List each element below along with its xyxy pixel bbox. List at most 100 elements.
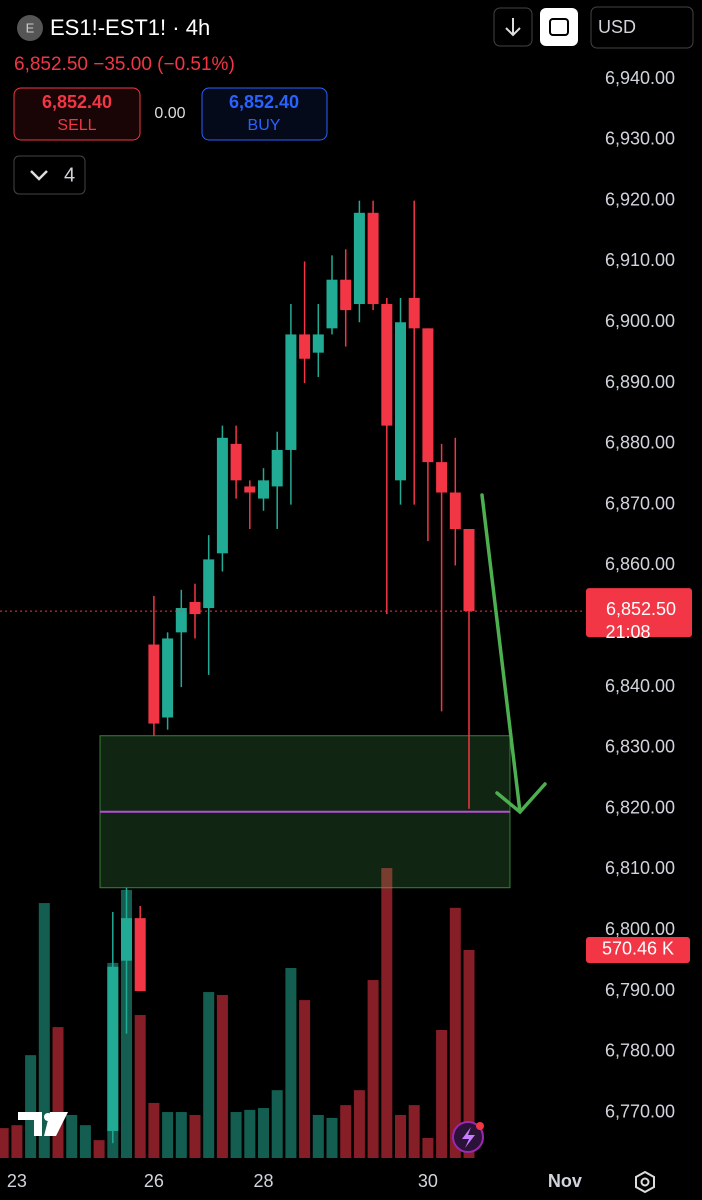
symbol-title: ES1!-EST1! · 4h xyxy=(50,15,210,40)
candle-body xyxy=(326,279,338,329)
countdown: 21:08 xyxy=(605,622,650,642)
x-tick-label: 28 xyxy=(253,1171,273,1191)
last-price-label: 6,852.50 xyxy=(606,599,676,619)
symbol-icon-letter: E xyxy=(26,20,35,35)
indicator-count: 4 xyxy=(64,164,75,186)
buy-button[interactable] xyxy=(201,87,328,141)
volume-bar xyxy=(203,992,215,1158)
volume-bar xyxy=(189,1114,201,1158)
y-tick-label: 6,820.00 xyxy=(605,797,675,817)
volume-bar xyxy=(66,1114,78,1158)
volume-bar xyxy=(395,1114,406,1158)
symbol-icon xyxy=(17,15,43,41)
download-icon xyxy=(505,18,521,37)
candle-body xyxy=(216,437,228,554)
y-tick-label: 6,880.00 xyxy=(605,433,675,453)
volume-bar xyxy=(175,1112,187,1158)
x-tick-label: 30 xyxy=(418,1171,438,1191)
logo-dot xyxy=(44,1113,52,1121)
volume-bar xyxy=(38,903,50,1158)
candle-body xyxy=(203,559,215,609)
volume-bar xyxy=(367,980,379,1158)
chevron xyxy=(30,170,48,181)
volume-bar xyxy=(463,949,475,1158)
y-tick-label: 6,830.00 xyxy=(605,737,675,757)
volume-bar xyxy=(148,1102,160,1158)
arrow xyxy=(480,493,547,815)
y-tick-label: 6,900.00 xyxy=(605,311,675,331)
candle-body xyxy=(436,462,448,493)
candle-body xyxy=(189,601,201,615)
volume-bar xyxy=(436,1029,448,1158)
volume-bar xyxy=(93,1140,105,1158)
volume-bar xyxy=(285,967,297,1158)
volume-bar xyxy=(299,1000,311,1158)
logo xyxy=(18,1112,68,1136)
plot: 6,940.00 6,930.00 6,920.00 6,910.00 6,900.00… xyxy=(0,68,692,1191)
volume-bar xyxy=(353,1090,365,1158)
volume-bar xyxy=(340,1105,352,1158)
candle-body xyxy=(258,480,269,499)
volume-bar xyxy=(381,868,393,1158)
y-tick-label: 6,800.00 xyxy=(605,919,675,939)
candle-body xyxy=(299,334,311,359)
quote: 6,852.50 −35.00 (−0.51%) xyxy=(14,54,235,75)
currency-button[interactable] xyxy=(590,6,694,49)
indicators-toggle[interactable] xyxy=(13,155,86,195)
candle-body xyxy=(353,212,365,305)
volume-bar xyxy=(162,1112,174,1158)
candle-body xyxy=(422,328,434,463)
volume-bar xyxy=(408,1105,420,1158)
candle-body xyxy=(175,608,187,633)
candle-body xyxy=(340,279,352,311)
y-tick-label: 6,840.00 xyxy=(605,676,675,696)
candle-body xyxy=(449,492,461,529)
volume-bar xyxy=(258,1108,269,1158)
candle-body xyxy=(367,212,379,305)
candle-body xyxy=(230,443,242,481)
y-tick-label: 6,930.00 xyxy=(605,129,675,149)
y-tick-label: 6,790.00 xyxy=(605,980,675,1000)
volume-bar xyxy=(134,1015,146,1158)
sell-label: SELL xyxy=(57,117,96,134)
candle-body xyxy=(463,528,475,612)
volume-bar xyxy=(11,1125,23,1158)
layout-icon xyxy=(549,18,569,36)
sell-button[interactable] xyxy=(13,87,141,141)
volume-bar xyxy=(449,907,461,1158)
candle-body xyxy=(408,297,420,329)
volume-bar xyxy=(230,1112,242,1158)
volume-bar xyxy=(0,1128,9,1158)
y-tick-label: 6,910.00 xyxy=(605,250,675,270)
volume-bar xyxy=(52,1027,64,1158)
layout-button[interactable] xyxy=(540,8,578,46)
volume-bar xyxy=(312,1114,324,1158)
y-tick-label: 6,860.00 xyxy=(605,554,675,574)
candle-body xyxy=(285,334,297,450)
volume-bar xyxy=(244,1109,256,1158)
y-tick-label: 6,890.00 xyxy=(605,372,675,392)
volume-bar xyxy=(326,1117,338,1158)
volume-bar xyxy=(79,1125,91,1158)
y-tick-label: 6,780.00 xyxy=(605,1041,675,1061)
x-tick-label: Nov xyxy=(548,1171,582,1191)
y-tick-label: 6,920.00 xyxy=(605,189,675,209)
y-tick-label: 6,810.00 xyxy=(605,858,675,878)
candle-body xyxy=(395,322,406,481)
volume-label: 570.46 K xyxy=(602,939,674,959)
candle-body xyxy=(271,449,283,487)
candle-body xyxy=(134,918,146,992)
buy-label: BUY xyxy=(248,117,281,134)
sell-price: 6,852.40 xyxy=(42,92,112,112)
candle-body xyxy=(107,966,119,1131)
spread: 0.00 xyxy=(154,105,185,122)
volume-bar xyxy=(216,994,228,1158)
lightning-icon xyxy=(462,1127,475,1148)
settings-icon[interactable] xyxy=(635,1170,655,1194)
x-tick-label: 26 xyxy=(144,1171,164,1191)
volume-bar xyxy=(25,1055,37,1158)
candle-body xyxy=(162,638,174,718)
x-tick-label: 23 xyxy=(7,1171,27,1191)
candle-body xyxy=(148,644,160,724)
